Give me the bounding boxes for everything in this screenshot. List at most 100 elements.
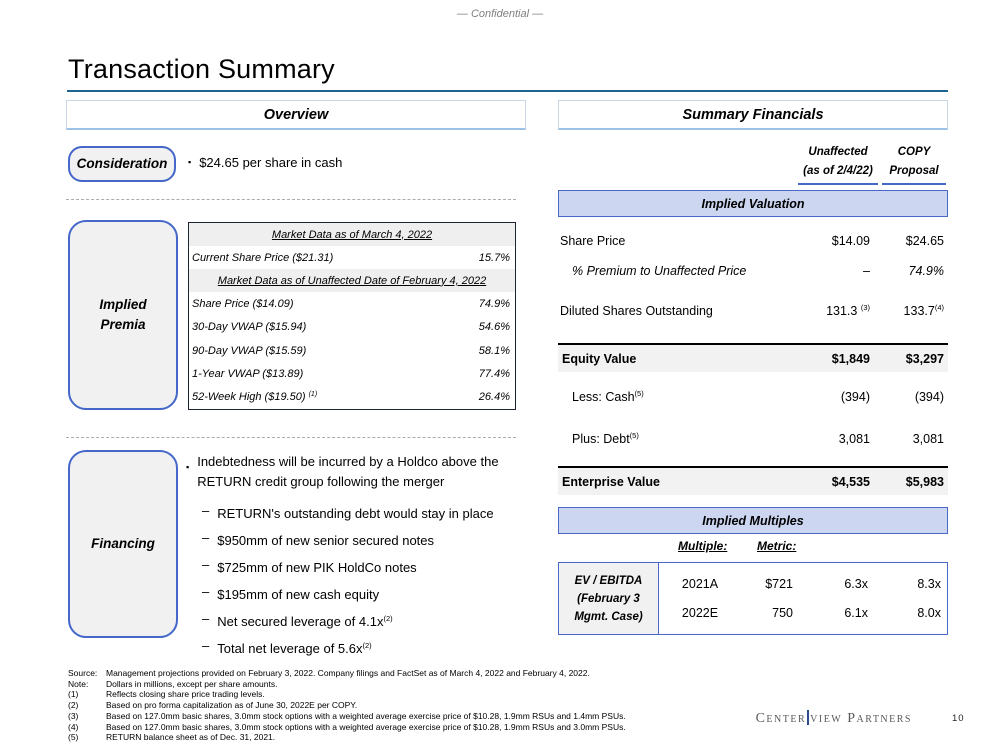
footnote-label: (1): [68, 689, 79, 700]
premia-row-value: 26.4%: [478, 391, 510, 404]
row-value-unaffected: $1,849: [831, 351, 870, 366]
footnote-ref: (5): [629, 431, 639, 440]
list-item: – $725mm of new PIK HoldCo notes: [202, 553, 542, 580]
row-value-proposal: (394): [914, 389, 944, 404]
table-row: 52-Week High ($19.50) (1) 26.4%: [189, 386, 515, 409]
row-value-unaffected: 3,081: [838, 431, 870, 446]
premia-row-value: 58.1%: [478, 344, 510, 357]
table-row: 1-Year VWAP ($13.89) 77.4%: [189, 362, 515, 385]
footnote-ref: (2): [362, 641, 372, 650]
list-item: – $195mm of new cash equity: [202, 580, 542, 607]
footnote-ref: (5): [634, 389, 644, 398]
row-label: % Premium to Unaffected Price: [572, 264, 747, 278]
ev-label-line: Mgmt. Case): [574, 610, 643, 623]
footnote-label: (3): [68, 710, 79, 721]
summary-financials-section-header: Summary Financials: [558, 100, 948, 130]
row-value-proposal: 74.9%: [908, 264, 944, 278]
premia-row-label: 30-Day VWAP ($15.94): [192, 321, 307, 334]
implied-premia-pill-label-1: Implied: [99, 297, 147, 312]
consideration-pill: Consideration: [68, 146, 176, 182]
square-bullet-icon: ▪: [186, 462, 190, 472]
footnote-ref: (4): [934, 303, 944, 312]
consideration-bullet-text: $24.65 per share in cash: [199, 155, 343, 170]
row-label: Plus: Debt(5): [572, 431, 639, 446]
premia-row-label: 52-Week High ($19.50) (1): [192, 391, 318, 404]
multiples-unaffected: 6.1x: [844, 605, 868, 620]
footnote-ref: (1): [308, 391, 318, 399]
premia-row-value: 54.6%: [478, 321, 510, 334]
dash-bullet-icon: –: [202, 503, 210, 518]
logo-text-right: view Partners: [810, 711, 912, 726]
table-row: Current Share Price ($21.31) 15.7%: [189, 246, 515, 269]
footnote-text: Dollars in millions, except per share am…: [106, 678, 278, 689]
table-row: 90-Day VWAP ($15.59) 58.1%: [189, 339, 515, 362]
list-item: – $950mm of new senior secured notes: [202, 526, 542, 553]
footnote-text: Management projections provided on Febru…: [106, 668, 590, 678]
ev-ebitda-rows: 2021A $721 6.3x 8.3x 2022E 750 6.1x 8.0x: [659, 563, 947, 634]
implied-premia-pill: Implied Premia: [68, 220, 178, 410]
footnote-label: Source:: [68, 668, 98, 678]
footnote-line: (2) Based on pro forma capitalization as…: [68, 700, 688, 711]
financing-sub-text: $725mm of new PIK HoldCo notes: [217, 560, 417, 575]
premia-row-value: 15.7%: [478, 251, 510, 264]
implied-multiples-band: Implied Multiples: [558, 507, 948, 534]
footnote-label: (2): [68, 700, 79, 711]
premia-table-band-header: Market Data as of Unaffected Date of Feb…: [189, 269, 515, 293]
section-divider: [66, 199, 516, 200]
row-label: Equity Value: [562, 351, 637, 366]
row-value-proposal: 133.7(4): [903, 303, 944, 318]
implied-valuation-band: Implied Valuation: [558, 190, 948, 217]
row-value-unaffected: –: [863, 264, 870, 278]
footnote-line: Note: Dollars in millions, except per sh…: [68, 679, 688, 690]
premia-band-text: Market Data as of Unaffected Date of Feb…: [217, 274, 487, 287]
financing-pill: Financing: [68, 450, 178, 638]
row-label: Share Price: [560, 234, 626, 248]
consideration-bullet-line: ▪ $24.65 per share in cash: [188, 155, 342, 170]
table-row: Share Price $14.09 $24.65: [558, 234, 948, 248]
row-value-proposal: $3,297: [905, 351, 944, 366]
footnote-line: Source: Management projections provided …: [68, 668, 688, 679]
implied-premia-pill-label-2: Premia: [100, 317, 146, 332]
dash-bullet-icon: –: [202, 584, 210, 599]
dash-bullet-icon: –: [202, 638, 210, 653]
ev-ebitda-table: EV / EBITDA (February 3 Mgmt. Case) 2021…: [558, 562, 948, 635]
premia-row-label: 90-Day VWAP ($15.59): [192, 344, 307, 357]
table-row-total: Enterprise Value $4,535 $5,983: [558, 466, 948, 495]
footnote-label: (5): [68, 732, 79, 743]
financing-sub-text: $195mm of new cash equity: [217, 587, 380, 602]
table-row: Plus: Debt(5) 3,081 3,081: [558, 431, 948, 446]
table-row: % Premium to Unaffected Price – 74.9%: [558, 264, 948, 278]
financing-sub-text: Total net leverage of 5.6x(2): [217, 641, 372, 656]
summary-financials-section-title: Summary Financials: [682, 106, 824, 123]
row-value-proposal: 3,081: [912, 431, 944, 446]
dash-bullet-icon: –: [202, 557, 210, 572]
implied-multiples-band-label: Implied Multiples: [702, 513, 804, 528]
footnote-label: Note:: [68, 678, 89, 689]
section-divider: [66, 437, 516, 438]
row-value-unaffected: $4,535: [831, 474, 870, 489]
ev-label-line: EV / EBITDA: [574, 574, 643, 587]
footnote-text: Based on 127.0mm basic shares, 3.0mm sto…: [106, 710, 626, 721]
footnote-label: (4): [68, 721, 79, 732]
footnote-ref: (2): [383, 614, 393, 623]
footnote-line: (1) Reflects closing share price trading…: [68, 689, 688, 700]
list-item: – Net secured leverage of 4.1x(2): [202, 607, 542, 634]
centerview-partners-logo: Center view Partners: [756, 710, 912, 727]
row-value-unaffected: $14.09: [831, 234, 870, 248]
financing-sub-text: Net secured leverage of 4.1x(2): [217, 614, 393, 629]
list-item: – Total net leverage of 5.6x(2): [202, 634, 542, 661]
premia-row-label: 1-Year VWAP ($13.89): [192, 367, 304, 380]
premia-row-value: 74.9%: [478, 297, 510, 310]
table-row: 2022E 750 6.1x 8.0x: [659, 606, 947, 620]
financing-content: ▪ Indebtedness will be incurred by a Hol…: [186, 452, 542, 661]
table-row: Share Price ($14.09) 74.9%: [189, 292, 515, 315]
multiples-year: 2022E: [681, 605, 719, 620]
multiples-proposal: 8.3x: [917, 577, 941, 592]
confidential-label: — Confidential —: [456, 8, 544, 20]
column-header-copy-proposal: COPY Proposal: [882, 143, 946, 185]
premia-band-text: Market Data as of March 4, 2022: [271, 228, 433, 241]
column-header-unaffected: Unaffected (as of 2/4/22): [798, 143, 878, 185]
multiples-year: 2021A: [681, 577, 719, 592]
table-row: Less: Cash(5) (394) (394): [558, 389, 948, 404]
dash-bullet-icon: –: [202, 611, 210, 626]
